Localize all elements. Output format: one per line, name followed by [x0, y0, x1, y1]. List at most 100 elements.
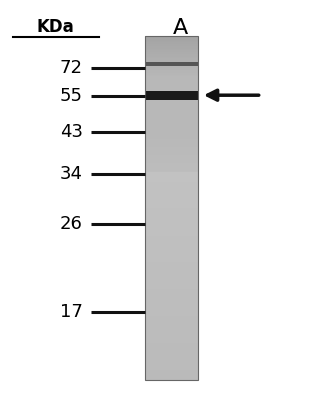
Bar — [145, 138, 198, 139]
Bar — [145, 327, 198, 328]
Bar — [145, 274, 198, 276]
Bar — [145, 64, 198, 65]
Bar — [145, 199, 198, 200]
Text: A: A — [173, 18, 188, 38]
Bar — [145, 146, 198, 147]
Bar — [145, 282, 198, 284]
Bar — [145, 273, 198, 274]
Bar — [145, 172, 198, 174]
Bar — [145, 42, 198, 43]
Bar — [145, 88, 198, 89]
Bar — [145, 114, 198, 115]
Bar — [145, 185, 198, 186]
Bar — [145, 311, 198, 312]
Bar — [145, 231, 198, 232]
Bar — [145, 256, 198, 257]
Bar — [145, 360, 198, 362]
Text: 26: 26 — [60, 215, 83, 233]
Bar — [145, 293, 198, 294]
Bar — [145, 350, 198, 351]
Bar — [145, 222, 198, 223]
Bar — [145, 190, 198, 191]
Bar — [145, 200, 198, 201]
Bar — [145, 121, 198, 122]
Bar — [145, 212, 198, 214]
Bar — [145, 201, 198, 202]
Bar — [145, 180, 198, 182]
Bar — [145, 198, 198, 199]
Bar — [145, 89, 198, 90]
Bar — [145, 202, 198, 204]
Bar — [145, 126, 198, 128]
Bar — [145, 246, 198, 247]
Bar — [145, 358, 198, 359]
Bar — [145, 208, 198, 209]
Bar — [145, 229, 198, 230]
Bar — [145, 334, 198, 335]
Bar — [145, 91, 198, 100]
Bar — [145, 349, 198, 350]
Bar — [145, 279, 198, 280]
Bar — [145, 260, 198, 261]
Bar — [145, 68, 198, 69]
Bar — [145, 58, 198, 59]
Bar — [145, 137, 198, 138]
Bar — [145, 36, 198, 380]
Bar — [145, 272, 198, 273]
Bar — [145, 250, 198, 252]
Bar — [145, 328, 198, 330]
Bar — [145, 248, 198, 249]
Bar — [145, 317, 198, 318]
Bar — [145, 46, 198, 48]
Bar — [145, 124, 198, 126]
Text: 72: 72 — [60, 59, 83, 77]
Bar — [145, 344, 198, 346]
Bar — [145, 323, 198, 324]
Bar — [145, 206, 198, 207]
Bar — [145, 268, 198, 269]
Bar — [145, 150, 198, 151]
Bar — [145, 343, 198, 344]
Bar — [145, 356, 198, 357]
Bar — [145, 188, 198, 190]
Bar — [145, 351, 198, 352]
Bar — [145, 166, 198, 167]
Bar — [145, 276, 198, 277]
Bar — [145, 277, 198, 278]
Bar — [145, 131, 198, 132]
Bar — [145, 294, 198, 295]
Bar — [145, 207, 198, 208]
Bar — [145, 122, 198, 123]
Bar — [145, 106, 198, 107]
Bar — [145, 143, 198, 144]
Bar — [145, 99, 198, 100]
Bar — [145, 333, 198, 334]
Bar — [145, 330, 198, 331]
Bar — [145, 295, 198, 296]
Bar — [145, 347, 198, 348]
Bar — [145, 367, 198, 368]
Bar — [145, 178, 198, 179]
Bar — [145, 158, 198, 159]
Bar — [145, 264, 198, 265]
Bar — [145, 38, 198, 40]
Bar — [145, 184, 198, 185]
Bar — [145, 112, 198, 113]
Bar — [145, 191, 198, 192]
Bar — [145, 271, 198, 272]
Bar — [145, 43, 198, 44]
Bar — [145, 156, 198, 158]
Bar — [145, 215, 198, 216]
Bar — [145, 288, 198, 290]
Bar — [145, 221, 198, 222]
Bar — [145, 195, 198, 196]
Bar — [145, 37, 198, 38]
Bar — [145, 378, 198, 379]
Bar — [145, 371, 198, 372]
Bar — [145, 355, 198, 356]
Bar — [145, 365, 198, 366]
Bar — [145, 270, 198, 271]
Bar — [145, 102, 198, 104]
Bar — [145, 253, 198, 254]
Bar — [145, 309, 198, 310]
